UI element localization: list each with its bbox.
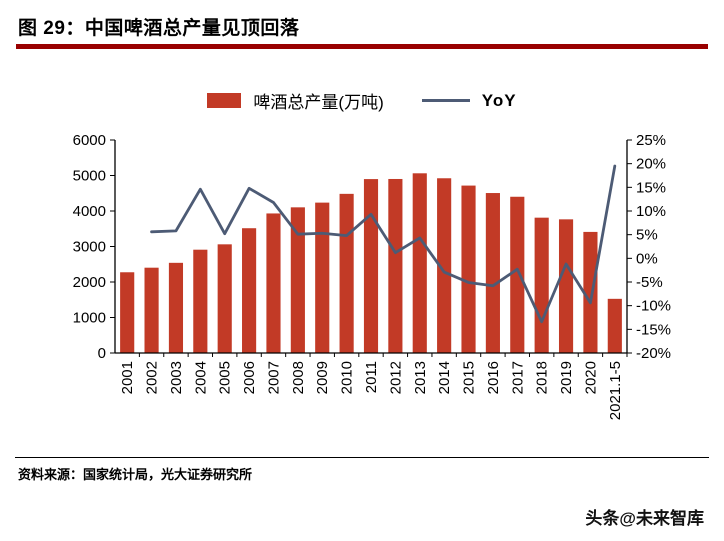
source-note: 资料来源：国家统计局，光大证券研究所 — [18, 467, 253, 482]
x-axis-tick-label: 2006 — [241, 361, 258, 394]
left-axis-tick-label: 0 — [98, 345, 106, 362]
watermark: 头条@未来智库 — [585, 509, 704, 528]
left-axis-tick-label: 6000 — [73, 132, 106, 149]
x-axis-tick-label: 2007 — [265, 361, 282, 394]
x-axis-tick-label: 2010 — [339, 361, 356, 394]
bar — [144, 267, 159, 353]
bar — [217, 244, 232, 353]
right-axis-tick-label: -20% — [636, 345, 671, 362]
bar — [388, 178, 403, 353]
footer-divider — [15, 457, 709, 458]
right-axis-tick-label: -5% — [636, 274, 663, 291]
legend-line-swatch — [421, 99, 470, 102]
x-axis-tick-label: 2008 — [290, 361, 307, 394]
x-axis-tick-label: 2015 — [461, 361, 478, 394]
bar — [120, 272, 135, 353]
left-axis-tick-label: 3000 — [73, 239, 106, 256]
bar — [558, 219, 574, 353]
bar — [437, 178, 452, 353]
left-axis-tick-label: 5000 — [73, 168, 106, 185]
left-axis-tick-label: 1000 — [73, 310, 106, 327]
right-axis-tick-label: 15% — [636, 179, 666, 196]
bar — [607, 298, 622, 353]
bar — [339, 193, 354, 353]
chart-legend: 啤酒总产量(万吨) YoY — [0, 88, 724, 113]
bar — [266, 213, 281, 353]
x-axis-tick-label: 2012 — [387, 361, 404, 394]
right-axis-tick-label: 20% — [636, 156, 666, 173]
right-axis-tick-label: -15% — [636, 321, 671, 338]
legend-line-label: YoY — [481, 90, 517, 110]
right-axis-tick-label: 10% — [636, 203, 666, 220]
x-axis-tick-label: 2002 — [144, 361, 161, 394]
bar — [193, 249, 208, 353]
x-axis-tick-label: 2020 — [582, 361, 599, 394]
x-axis-tick-label: 2009 — [314, 361, 331, 394]
bar — [168, 262, 184, 353]
bar — [242, 228, 257, 353]
x-axis-tick-label: 2018 — [534, 361, 551, 394]
x-axis-tick-label: 2016 — [485, 361, 502, 394]
bar — [461, 185, 476, 353]
x-axis-tick-label: 2011 — [363, 361, 380, 393]
yoy-line — [150, 164, 617, 324]
x-axis-tick-label: 2005 — [217, 361, 234, 394]
bar — [534, 217, 549, 353]
x-axis-tick-label: 2004 — [192, 361, 209, 394]
left-axis-tick-label: 2000 — [73, 274, 106, 291]
x-axis-tick-label: 2003 — [168, 361, 185, 394]
right-axis-tick-label: 5% — [636, 227, 658, 244]
x-axis-tick-label: 2019 — [558, 361, 575, 394]
x-axis-tick-label: 2001 — [119, 361, 136, 394]
x-axis-tick-label: 2013 — [412, 361, 429, 394]
right-axis-tick-label: 25% — [636, 132, 666, 149]
figure-title: 图 29：中国啤酒总产量见顶回落 — [18, 18, 300, 39]
legend-bar-label: 啤酒总产量(万吨) — [253, 93, 384, 112]
bar — [315, 202, 330, 353]
legend-bar-swatch — [207, 93, 242, 108]
left-axis-tick-label: 4000 — [73, 203, 106, 220]
bar — [510, 196, 525, 353]
title-underline — [16, 44, 708, 49]
x-axis-tick-label: 2014 — [436, 361, 453, 394]
right-axis-tick-label: 0% — [636, 250, 658, 267]
bar — [583, 231, 598, 353]
right-axis-tick-label: -10% — [636, 298, 671, 315]
bar — [485, 193, 500, 353]
x-axis-tick-label: 2017 — [509, 361, 526, 394]
bar — [412, 173, 427, 353]
x-axis-tick-label: 2021.1-5 — [607, 361, 624, 420]
bar — [290, 207, 305, 353]
bar — [363, 179, 379, 353]
